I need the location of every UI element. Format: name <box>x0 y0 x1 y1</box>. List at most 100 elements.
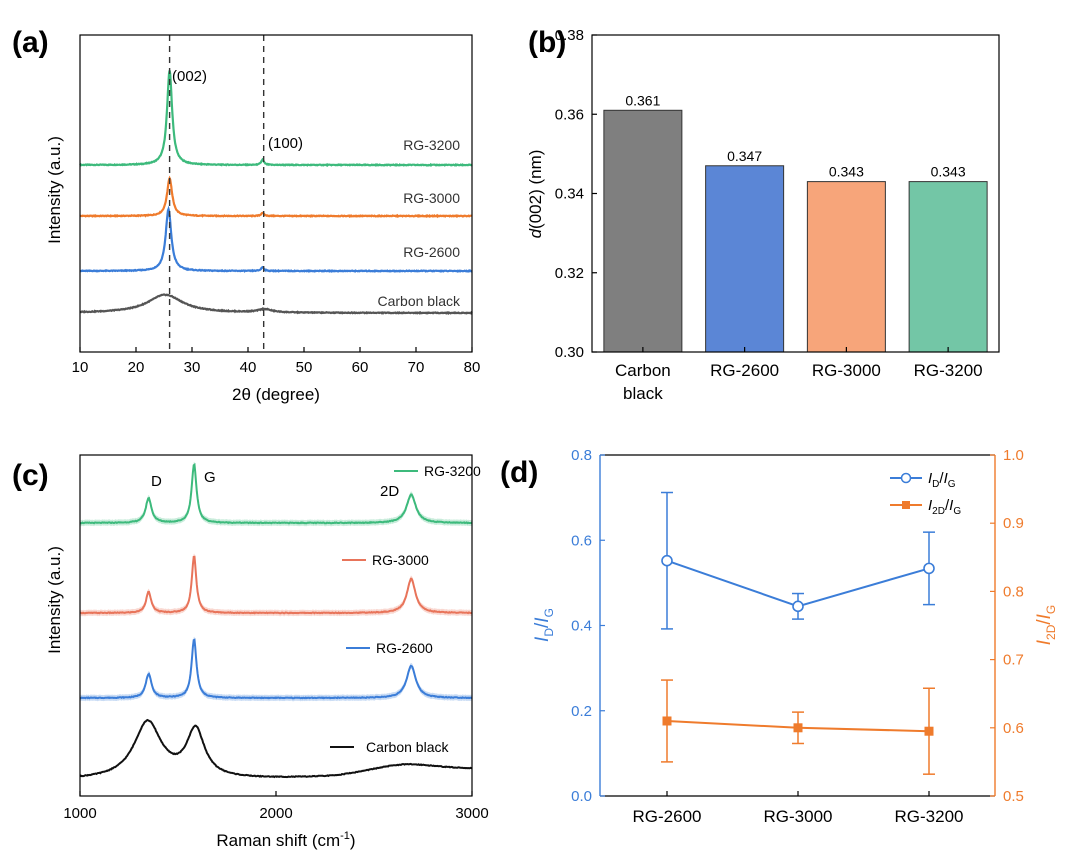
panel-c-x-label-main: Raman shift (cm <box>216 831 340 850</box>
data-point <box>924 726 934 736</box>
panel-d-left-label: ID/IG <box>532 608 556 642</box>
panel-b-y-label-italic: d <box>526 228 545 238</box>
y-tick-label: 0.36 <box>555 106 584 123</box>
panel-d-left-ticks: 0.0 0.2 0.4 0.6 0.8 <box>571 447 605 805</box>
data-point <box>923 562 935 575</box>
xrd-curves <box>79 70 473 316</box>
panel-c-x-label: Raman shift (cm-1) <box>216 830 355 850</box>
x-tick-label: 50 <box>296 359 313 376</box>
right-tick-label: 0.8 <box>1003 583 1024 600</box>
series-label-rg2600: RG-2600 <box>403 244 460 260</box>
y-tick-label: 0.32 <box>555 265 584 282</box>
panel-a-frame <box>79 34 473 353</box>
data-point <box>793 723 803 733</box>
xrd-curve-rg-3200 <box>79 70 473 167</box>
ratio-series <box>661 491 935 775</box>
raman-band-rg-3000 <box>80 553 472 617</box>
panel-d: (d) 0.0 0.2 0.4 0.6 0.8 0.5 0.6 0.7 0.8 0.9 1.0 R… <box>500 447 1058 826</box>
peak-label-d: D <box>151 473 162 490</box>
xrd-curve-rg-2600 <box>79 205 473 274</box>
data-point <box>792 600 804 613</box>
legend-text-carbon-black: Carbon black <box>366 739 449 755</box>
right-tick-label: 0.9 <box>1003 515 1024 532</box>
category-label: Carbon <box>615 361 671 380</box>
panel-c: (c) 1000 2000 3000 Raman shift (cm-1) Inte… <box>12 454 489 850</box>
right-tick-label: 0.7 <box>1003 652 1024 669</box>
bar-value-label: 0.343 <box>931 164 966 180</box>
legend-text-rg3200: RG-3200 <box>424 463 481 479</box>
bar-rg-3200 <box>908 181 988 353</box>
left-tick-label: 0.8 <box>571 447 592 464</box>
raman-curve-rg-3200 <box>79 462 473 525</box>
peak-label-2d: 2D <box>380 483 399 500</box>
bar-value-label: 0.343 <box>829 164 864 180</box>
left-tick-label: 0.4 <box>571 618 592 635</box>
category-label: black <box>623 384 663 403</box>
x-tick-label: 30 <box>184 359 201 376</box>
bar-value-label: 0.361 <box>625 92 660 108</box>
panel-a: (a) 10 20 30 40 50 60 70 80 2θ (degree) Intensi… <box>12 26 480 404</box>
y-tick-label: 0.34 <box>555 186 584 203</box>
x-tick-label: 3000 <box>455 805 488 822</box>
category-label: RG-3200 <box>914 361 983 380</box>
peak-label-002: (002) <box>172 68 207 85</box>
bar-value-label: 0.347 <box>727 148 762 164</box>
panel-b-y-label-rest: (002) (nm) <box>526 150 545 229</box>
x-tick-label: 10 <box>72 359 89 376</box>
panel-d-right-ticks: 0.5 0.6 0.7 0.8 0.9 1.0 <box>990 447 1024 805</box>
raman-curve-rg-3000 <box>79 555 473 615</box>
panel-b-y-label: d(002) (nm) <box>526 150 545 239</box>
right-tick-label: 0.5 <box>1003 788 1024 805</box>
panel-b-x-labels: Carbon black RG-2600 RG-3000 RG-3200 <box>615 347 983 403</box>
panel-a-label: (a) <box>12 26 49 59</box>
bars: 0.361 0.347 0.343 0.343 <box>603 92 988 353</box>
legend-marker-id-ig <box>900 472 912 484</box>
raman-curve-carbon-black <box>79 718 473 779</box>
panel-c-x-ticks: 1000 2000 3000 <box>63 791 489 822</box>
raman-band-rg-2600 <box>80 636 472 702</box>
right-tick-label: 1.0 <box>1003 447 1024 464</box>
panel-d-label: (d) <box>500 456 538 489</box>
panel-d-right-label: I2D/IG <box>1034 605 1058 646</box>
legend-marker-i2d-ig <box>902 501 910 509</box>
category-label: RG-3000 <box>764 807 833 826</box>
series-label-rg3000: RG-3000 <box>403 190 460 206</box>
left-tick-label: 0.2 <box>571 703 592 720</box>
category-label: RG-3000 <box>812 361 881 380</box>
raman-band-rg-3200 <box>80 461 472 527</box>
panel-d-x-ticks: RG-2600 RG-3000 RG-3200 <box>633 791 964 826</box>
category-label: RG-3200 <box>895 807 964 826</box>
panel-c-y-label: Intensity (a.u.) <box>45 546 64 654</box>
series-label-rg3200: RG-3200 <box>403 137 460 153</box>
legend-text-rg3000: RG-3000 <box>372 552 429 568</box>
panel-a-x-ticks: 10 20 30 40 50 60 70 80 <box>72 347 480 376</box>
reference-lines <box>168 35 265 352</box>
panel-c-x-label-end: ) <box>350 831 356 850</box>
x-tick-label: 1000 <box>63 805 96 822</box>
panel-c-x-label-sup: -1 <box>340 830 350 842</box>
y-tick-label: 0.38 <box>555 27 584 44</box>
x-tick-label: 20 <box>128 359 145 376</box>
legend-text-i2d-ig: I2D/IG <box>928 497 961 517</box>
x-tick-label: 70 <box>408 359 425 376</box>
right-tick-label: 0.6 <box>1003 720 1024 737</box>
peak-label-g: G <box>204 469 216 486</box>
panel-a-x-label: 2θ (degree) <box>232 385 320 404</box>
panel-b-y-ticks: 0.30 0.32 0.34 0.36 0.38 <box>555 27 597 361</box>
bar-rg-2600 <box>705 165 785 353</box>
left-tick-label: 0.6 <box>571 532 592 549</box>
x-tick-label: 40 <box>240 359 257 376</box>
left-tick-label: 0.0 <box>571 788 592 805</box>
panel-c-legend: RG-3200 RG-3000 RG-2600 Carbon black <box>330 463 481 755</box>
data-point <box>661 554 673 567</box>
x-tick-label: 2000 <box>259 805 292 822</box>
bar-carbon-black <box>603 109 683 353</box>
data-point <box>662 716 672 726</box>
peak-label-100: (100) <box>268 135 303 152</box>
legend-text-id-ig: ID/IG <box>928 470 956 490</box>
y-tick-label: 0.30 <box>555 344 584 361</box>
category-label: RG-2600 <box>633 807 702 826</box>
panel-d-legend: ID/IG I2D/IG <box>890 470 961 517</box>
